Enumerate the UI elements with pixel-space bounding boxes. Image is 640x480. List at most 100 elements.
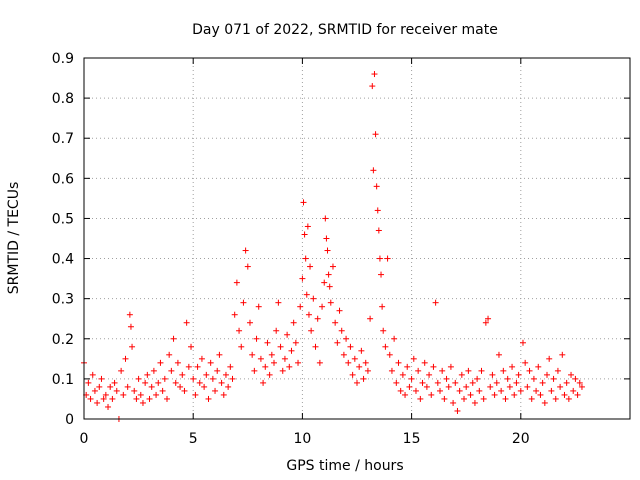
data-point xyxy=(506,383,513,390)
data-point xyxy=(312,343,319,350)
data-point xyxy=(454,407,461,414)
data-point xyxy=(358,347,365,354)
x-tick-label: 5 xyxy=(189,431,198,447)
data-point xyxy=(345,359,352,366)
data-point xyxy=(249,351,256,358)
data-point xyxy=(144,371,151,378)
data-point xyxy=(131,387,138,394)
data-point xyxy=(100,395,107,402)
data-point xyxy=(271,359,278,366)
data-point xyxy=(568,371,575,378)
data-point xyxy=(343,335,350,342)
data-point xyxy=(552,395,559,402)
data-point xyxy=(262,363,269,370)
data-point xyxy=(380,327,387,334)
data-point xyxy=(288,347,295,354)
data-point xyxy=(155,379,162,386)
data-point xyxy=(371,71,378,78)
data-point xyxy=(436,387,443,394)
data-point xyxy=(324,247,331,254)
data-point xyxy=(399,371,406,378)
data-point xyxy=(493,379,500,386)
data-point xyxy=(168,367,175,374)
data-point xyxy=(181,387,188,394)
data-point xyxy=(139,399,146,406)
data-point xyxy=(268,351,275,358)
y-tick-label: 0.9 xyxy=(52,51,74,67)
data-point xyxy=(87,395,94,402)
data-point xyxy=(500,367,507,374)
data-point xyxy=(188,343,195,350)
data-point xyxy=(474,375,481,382)
data-point xyxy=(316,359,323,366)
data-point xyxy=(286,363,293,370)
data-point xyxy=(351,355,358,362)
data-point xyxy=(415,367,422,374)
data-point xyxy=(370,167,377,174)
data-point xyxy=(375,227,382,234)
data-point xyxy=(332,319,339,326)
data-point xyxy=(485,315,492,322)
data-point xyxy=(430,363,437,370)
data-point xyxy=(166,351,173,358)
data-point xyxy=(279,367,286,374)
data-point xyxy=(469,379,476,386)
data-point xyxy=(428,391,435,398)
data-point xyxy=(307,263,314,270)
data-point xyxy=(404,363,411,370)
data-point xyxy=(347,343,354,350)
data-point xyxy=(509,363,516,370)
data-point xyxy=(126,311,133,318)
data-point xyxy=(423,383,430,390)
data-point xyxy=(297,303,304,310)
data-point xyxy=(174,359,181,366)
data-point xyxy=(163,395,170,402)
data-point xyxy=(360,375,367,382)
data-point xyxy=(185,363,192,370)
y-tick-label: 0.3 xyxy=(52,292,74,308)
data-point xyxy=(369,83,376,90)
data-point xyxy=(452,379,459,386)
data-point xyxy=(157,359,164,366)
data-point xyxy=(196,379,203,386)
data-point xyxy=(292,339,299,346)
grid-lines xyxy=(84,58,630,419)
data-point xyxy=(386,351,393,358)
data-point xyxy=(478,367,485,374)
data-point xyxy=(491,391,498,398)
data-point xyxy=(107,383,114,390)
data-point xyxy=(480,395,487,402)
data-point xyxy=(412,387,419,394)
x-tick-label: 10 xyxy=(293,431,311,447)
data-point xyxy=(565,395,572,402)
data-point xyxy=(334,339,341,346)
data-point xyxy=(253,335,260,342)
chart-title: Day 071 of 2022, SRMTID for receiver mat… xyxy=(192,22,498,38)
data-point xyxy=(304,223,311,230)
data-point xyxy=(179,371,186,378)
data-point xyxy=(408,375,415,382)
data-point xyxy=(212,387,219,394)
data-point xyxy=(441,395,448,402)
x-tick-labels: 0 5 10 15 20 xyxy=(80,431,530,447)
data-point xyxy=(373,183,380,190)
x-tick-label: 15 xyxy=(403,431,421,447)
data-point xyxy=(255,303,262,310)
data-point xyxy=(502,395,509,402)
data-point xyxy=(218,379,225,386)
y-tick-label: 0.6 xyxy=(52,171,74,187)
data-point xyxy=(314,315,321,322)
data-point xyxy=(129,343,136,350)
data-point xyxy=(524,383,531,390)
data-point xyxy=(535,363,542,370)
data-point xyxy=(308,327,315,334)
data-point xyxy=(498,387,505,394)
data-point xyxy=(295,359,302,366)
data-point xyxy=(434,379,441,386)
data-point xyxy=(367,315,374,322)
data-point xyxy=(356,363,363,370)
data-point xyxy=(476,387,483,394)
data-point xyxy=(281,355,288,362)
data-point xyxy=(133,395,140,402)
data-point xyxy=(96,383,103,390)
